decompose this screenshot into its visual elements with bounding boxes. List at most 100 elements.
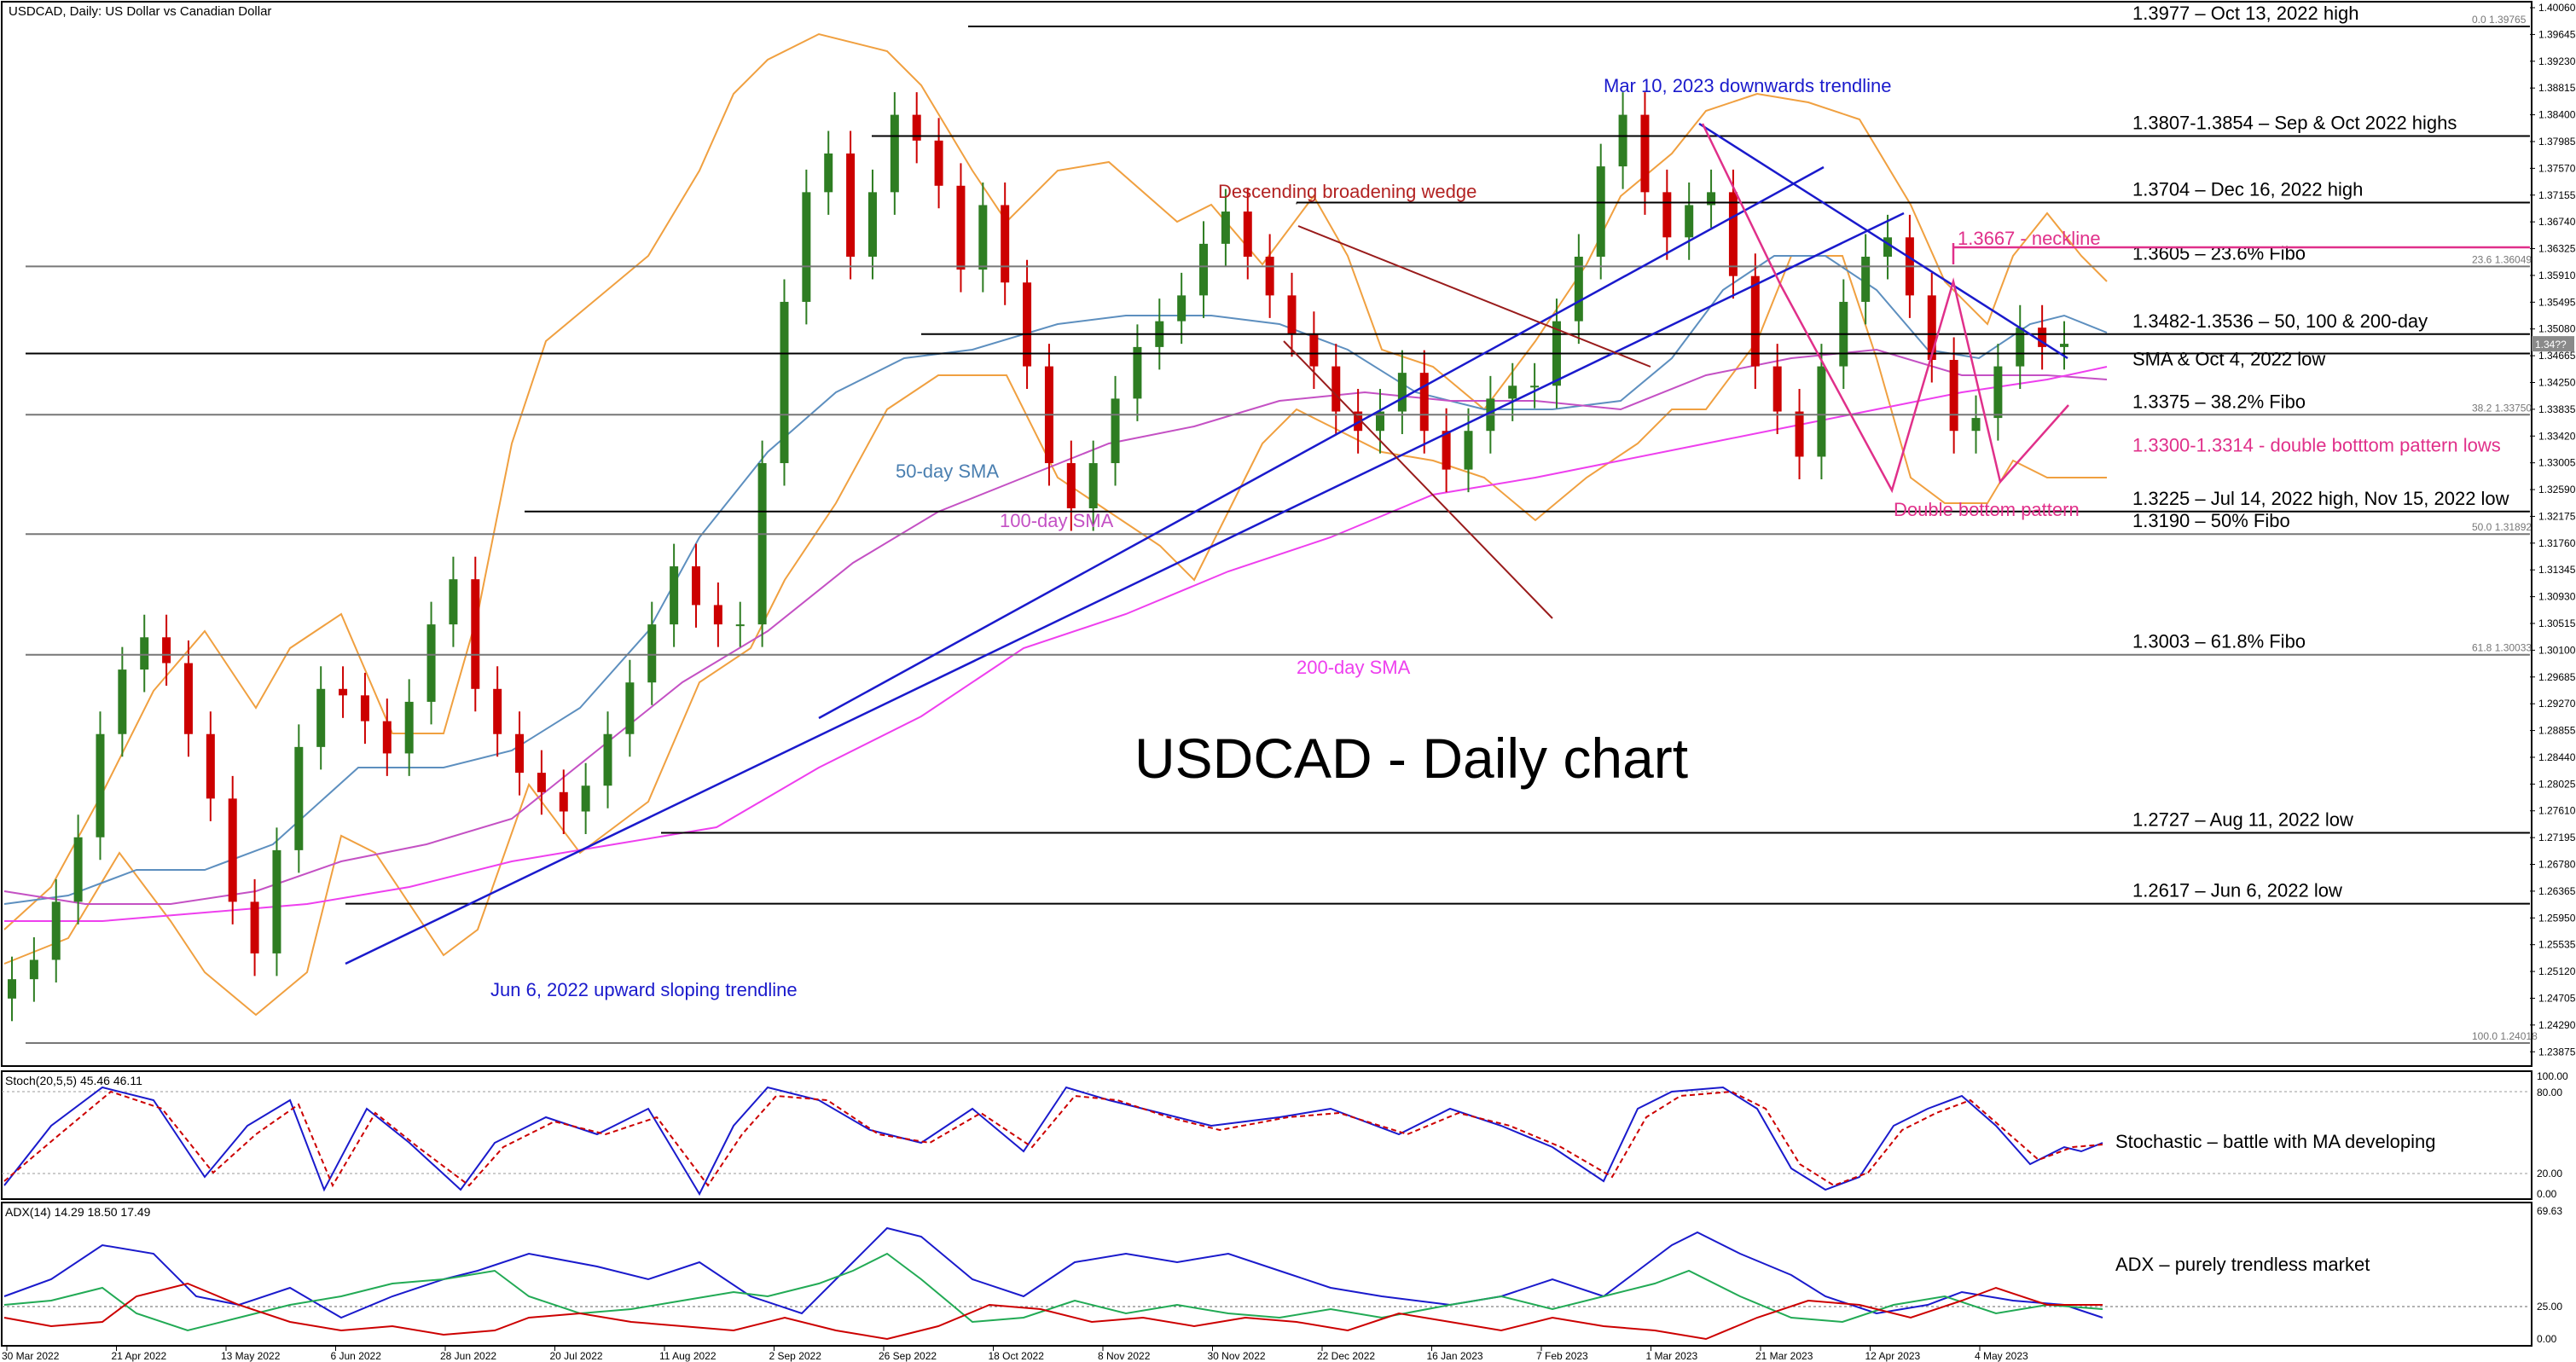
price-tick-label: 1.23875 [2538, 1046, 2576, 1058]
candle-up-body [272, 849, 281, 953]
time-tick-label: 7 Feb 2023 [1536, 1350, 1588, 1362]
candle-up-body [294, 746, 304, 850]
time-tick-label: 1 Mar 2023 [1646, 1350, 1698, 1362]
time-tick-label: 18 Oct 2022 [989, 1350, 1045, 1362]
candle-up-body [1111, 398, 1120, 464]
price-tick-label: 1.30100 [2538, 644, 2576, 656]
candle-down-body [713, 605, 722, 625]
candle-down-body [1442, 431, 1451, 470]
candle-up-body [780, 301, 789, 464]
candle-up-body [802, 192, 811, 302]
time-tick-label: 6 Jun 2022 [331, 1350, 382, 1362]
price-tick-label: 1.35910 [2538, 270, 2576, 281]
price-tick-label: 1.39230 [2538, 55, 2576, 67]
price-tick-label: 1.32175 [2538, 510, 2576, 522]
candle-down-body [1949, 360, 1958, 432]
candle-down-body [1640, 114, 1650, 193]
chart-title: USDCAD - Daily chart [1134, 727, 1688, 790]
adx-line [3, 1226, 2103, 1319]
fibo-side-label: 61.8 1.30033 [2472, 642, 2532, 654]
candle-up-body [426, 624, 436, 702]
price-level-label: 1.3300-1.3314 - double botttom pattern l… [2132, 435, 2501, 456]
candle-up-body [1861, 256, 1871, 302]
candle-up-body [625, 682, 635, 734]
annotation-neckline: 1.3667 - neckline [1958, 228, 2101, 249]
annotation-mar-downtrend: Mar 10, 2023 downwards trendline [1604, 75, 1892, 96]
adx-tick-25: 25.00 [2537, 1301, 2562, 1313]
candle-down-body [1927, 295, 1936, 361]
candle-up-body [1508, 385, 1517, 399]
candle-up-body [1685, 205, 1694, 238]
candle-down-body [360, 695, 369, 722]
sep-2022-uptrend-line [818, 165, 1825, 720]
price-tick-label: 1.25950 [2538, 912, 2576, 924]
candle-up-body [51, 901, 61, 960]
time-tick-label: 22 Dec 2022 [1317, 1350, 1375, 1362]
candlestick-series [8, 92, 2068, 1022]
price-level-label: 1.3605 – 23.6% Fibo [2132, 242, 2306, 264]
minus-di-line [3, 1282, 2103, 1341]
adx-panel: ADX(14) 14.29 18.50 17.49 ADX – purely t… [2, 1205, 2562, 1345]
candle-down-body [1795, 411, 1804, 457]
candle-down-body [934, 140, 943, 186]
time-tick-label: 13 May 2022 [221, 1350, 281, 1362]
candle-up-body [1618, 114, 1627, 167]
time-tick-label: 30 Mar 2022 [2, 1350, 60, 1362]
candle-up-body [404, 701, 414, 754]
candle-down-body [228, 798, 237, 902]
sma-50-line [3, 255, 2108, 905]
candle-up-body [1177, 295, 1186, 322]
price-level-label: 1.3225 – Jul 14, 2022 high, Nov 15, 2022… [2132, 488, 2509, 509]
candle-up-body [647, 624, 657, 683]
annotation-jun-uptrend: Jun 6, 2022 upward sloping trendline [490, 979, 798, 1000]
price-tick-label: 1.30515 [2538, 617, 2576, 629]
stochastic-header: Stoch(20,5,5) 45.46 46.11 [5, 1074, 142, 1087]
fibo-side-label: 100.0 1.24018 [2472, 1030, 2538, 1042]
price-level-label: 1.3482-1.3536 – 50, 100 & 200-day [2132, 310, 2428, 332]
adx-comment: ADX – purely trendless market [2115, 1254, 2370, 1275]
price-tick-label: 1.28025 [2538, 778, 2576, 790]
time-tick-label: 11 Aug 2022 [659, 1350, 717, 1362]
time-tick-label: 21 Mar 2023 [1755, 1350, 1813, 1362]
time-tick-label: 16 Jan 2023 [1427, 1350, 1483, 1362]
wedge-lower-line [1283, 340, 1553, 619]
time-tick-label: 20 Jul 2022 [550, 1350, 603, 1362]
candle-up-body [96, 733, 105, 837]
annotation-double-bottom: Double bottom pattern [1894, 499, 2080, 520]
time-tick-label: 21 Apr 2022 [112, 1350, 167, 1362]
candle-down-body [1287, 295, 1297, 334]
annotation-sma100: 100-day SMA [1000, 510, 1114, 531]
candle-down-body [1419, 373, 1429, 432]
price-tick-label: 1.33835 [2538, 403, 2576, 415]
price-level-label: 1.3375 – 38.2% Fibo [2132, 391, 2306, 412]
adx-panel-frame [1, 1202, 2532, 1347]
fibo-side-label: 38.2 1.33750 [2472, 402, 2532, 414]
candle-up-body [2016, 327, 2025, 367]
candle-up-body [1971, 418, 1981, 432]
candle-up-body [1376, 411, 1384, 432]
candle-up-body [2060, 344, 2068, 347]
price-tick-label: 1.28855 [2538, 725, 2576, 737]
price-tick-label: 1.40060 [2538, 2, 2576, 14]
price-level-label: 1.3977 – Oct 13, 2022 high [2132, 3, 2358, 24]
candle-down-body [162, 637, 171, 664]
candle-up-body [603, 733, 612, 786]
fibo-side-label: 50.0 1.31892 [2472, 521, 2532, 533]
price-level-label: 1.3190 – 50% Fibo [2132, 510, 2290, 531]
candle-down-body [846, 153, 856, 257]
price-tick-label: 1.27195 [2538, 832, 2576, 843]
price-tick-label: 1.38400 [2538, 109, 2576, 121]
price-tick-label: 1.36325 [2538, 243, 2576, 255]
stoch-tick-100: 100.00 [2537, 1070, 2568, 1082]
candle-up-body [735, 624, 745, 627]
candle-down-body [1332, 366, 1341, 412]
price-tick-label: 1.28440 [2538, 751, 2576, 763]
candle-down-body [912, 114, 921, 141]
candle-up-body [1817, 366, 1826, 457]
price-tick-label: 1.36740 [2538, 216, 2576, 228]
price-tick-label: 1.26780 [2538, 859, 2576, 871]
jun-2022-uptrend-line [345, 212, 1905, 965]
candle-up-body [73, 837, 83, 902]
candle-up-body [1397, 373, 1407, 412]
